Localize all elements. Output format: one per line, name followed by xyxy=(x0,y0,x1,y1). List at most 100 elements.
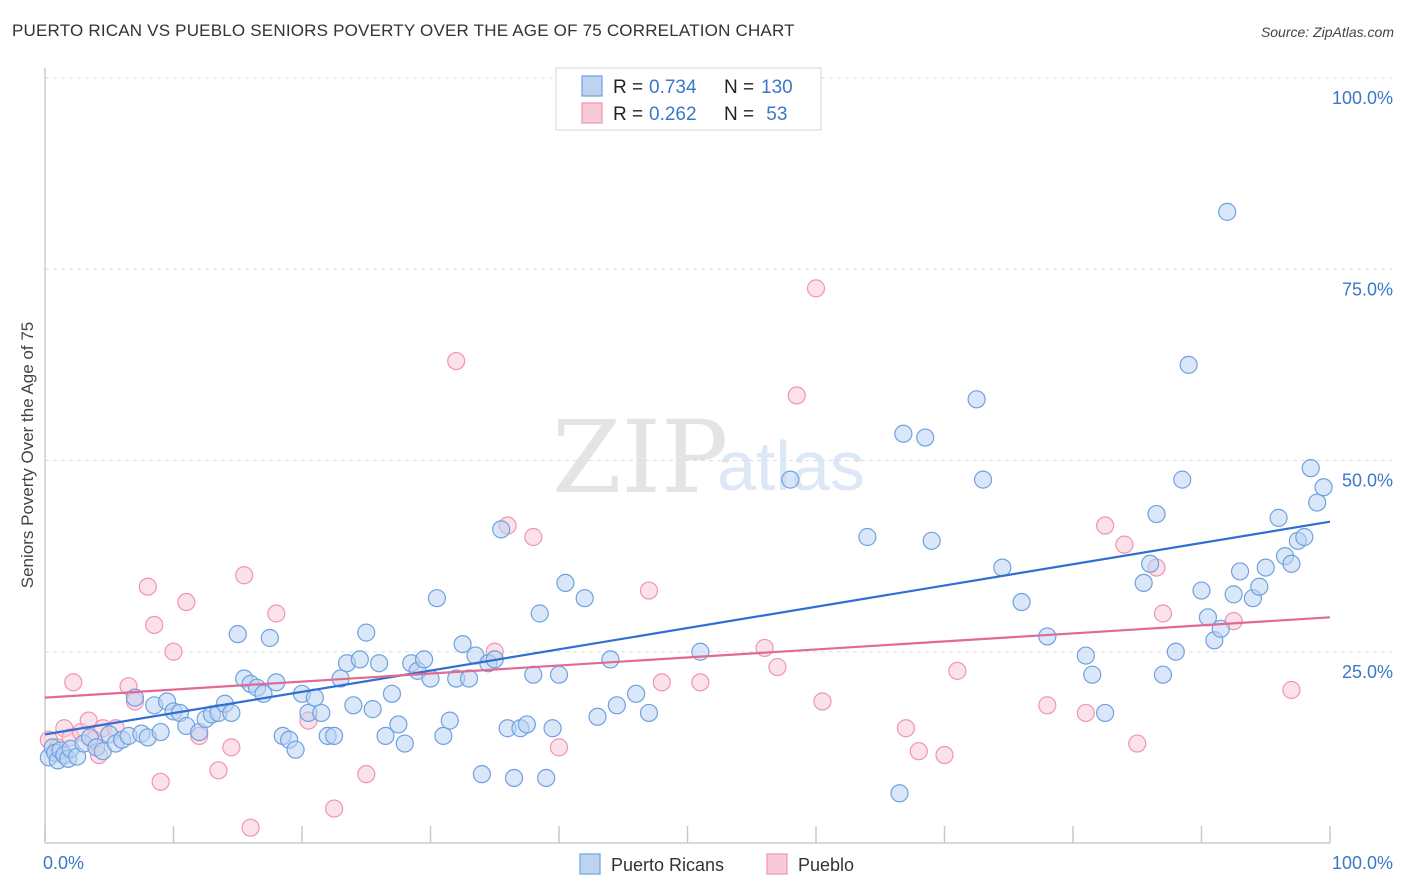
puerto-ricans-point xyxy=(1218,202,1237,221)
pueblo-point xyxy=(768,657,787,677)
pueblo-point xyxy=(235,566,254,585)
pueblo-point xyxy=(151,772,170,791)
pueblo-point xyxy=(357,765,376,784)
legend-r-value-1: 0.262 xyxy=(649,104,697,125)
puerto-ricans-point xyxy=(626,684,646,703)
puerto-ricans-point xyxy=(222,703,241,723)
puerto-ricans-point xyxy=(1224,585,1243,604)
puerto-ricans-point xyxy=(524,665,543,684)
puerto-ricans-point xyxy=(858,527,877,547)
y-tick-label-100: 100.0% xyxy=(1332,88,1393,108)
puerto-ricans-point xyxy=(1308,493,1327,512)
puerto-ricans-point xyxy=(1173,470,1192,489)
puerto-ricans-point xyxy=(601,650,620,669)
pueblo-point xyxy=(447,351,466,371)
trend-line-puerto-ricans xyxy=(44,520,1331,736)
puerto-ricans-point xyxy=(1166,642,1185,661)
puerto-ricans-point xyxy=(894,424,913,443)
watermark-atlas: atlas xyxy=(717,427,865,505)
puerto-ricans-point xyxy=(549,665,569,684)
puerto-ricans-point xyxy=(376,726,395,746)
puerto-ricans-point xyxy=(973,470,993,489)
legend-r-label-0: R = xyxy=(613,77,643,98)
pueblo-point xyxy=(267,604,286,623)
pueblo-point xyxy=(1153,604,1173,623)
source-label: Source: ZipAtlas.com xyxy=(1260,24,1394,40)
puerto-ricans-point xyxy=(639,703,659,723)
watermark-zip: ZIP xyxy=(552,399,728,516)
pueblo-point xyxy=(935,745,954,765)
puerto-ricans-point xyxy=(916,428,935,447)
puerto-ricans-point xyxy=(543,719,562,738)
pueblo-point xyxy=(1076,703,1095,723)
puerto-ricans-point xyxy=(588,707,607,726)
puerto-ricans-point xyxy=(1140,554,1160,573)
puerto-ricans-point xyxy=(1096,703,1115,723)
puerto-ricans-point xyxy=(228,625,247,644)
legend-r-value-0: 0.734 xyxy=(649,77,697,98)
legend-swatch-puerto-ricans xyxy=(581,75,603,97)
legend-n-value-1: 53 xyxy=(761,104,787,125)
legend-n-value-0: 130 xyxy=(761,77,793,98)
puerto-ricans-point xyxy=(395,734,414,753)
x-tick-label-max: 100.0% xyxy=(1332,853,1393,873)
trend-line-pueblo xyxy=(44,616,1331,699)
pueblo-point xyxy=(549,738,569,757)
pueblo-point xyxy=(145,615,164,635)
puerto-ricans-point xyxy=(1250,577,1269,596)
puerto-ricans-point xyxy=(575,589,594,608)
pueblo-point xyxy=(222,738,241,757)
pueblo-point xyxy=(325,799,344,818)
puerto-ricans-point xyxy=(453,634,472,654)
puerto-ricans-point xyxy=(890,784,909,803)
pueblo-point xyxy=(1115,535,1134,554)
puerto-ricans-point xyxy=(1179,355,1198,374)
puerto-ricans-point xyxy=(459,669,479,688)
x-tick-label-min: 0.0% xyxy=(43,853,84,873)
pueblo-point xyxy=(813,692,832,711)
bottom-legend-swatch-puerto-ricans xyxy=(579,853,601,875)
puerto-ricans-point xyxy=(1153,665,1173,684)
puerto-ricans-point xyxy=(357,623,376,642)
bottom-legend-label-pueblo: Pueblo xyxy=(798,855,854,875)
puerto-ricans-point xyxy=(993,558,1012,577)
pueblo-point xyxy=(241,818,260,837)
pueblo-point xyxy=(896,719,916,738)
puerto-ricans-point xyxy=(472,765,491,784)
puerto-ricans-point xyxy=(434,726,453,746)
pueblo-point xyxy=(1096,516,1115,535)
puerto-ricans-point xyxy=(389,715,408,734)
puerto-ricans-point xyxy=(350,650,369,669)
puerto-ricans-point xyxy=(125,688,145,707)
pueblo-point xyxy=(691,673,710,692)
puerto-ricans-point xyxy=(1301,459,1320,478)
puerto-ricans-point xyxy=(414,650,434,669)
pueblo-point xyxy=(524,527,543,547)
puerto-ricans-point xyxy=(1230,562,1250,581)
puerto-ricans-point xyxy=(286,740,305,759)
puerto-ricans-point xyxy=(967,390,986,409)
puerto-ricans-point xyxy=(1282,554,1301,573)
legend-box: R = 0.734 N = 130 R = 0.262 N = 53 xyxy=(555,67,822,131)
pueblo-point xyxy=(64,673,83,692)
puerto-ricans-point xyxy=(922,531,941,550)
puerto-ricans-point xyxy=(1076,646,1095,665)
puerto-ricans-point xyxy=(556,573,575,593)
pueblo-point xyxy=(909,742,928,761)
bottom-legend: Puerto Ricans Pueblo xyxy=(579,853,854,875)
puerto-ricans-point xyxy=(427,589,447,608)
bottom-legend-swatch-pueblo xyxy=(766,853,788,875)
legend-n-label-0: N = xyxy=(724,77,754,98)
puerto-ricans-point xyxy=(1012,592,1031,612)
y-axis-title: Seniors Poverty Over the Age of 75 xyxy=(18,322,37,588)
puerto-ricans-point xyxy=(1147,504,1166,524)
legend-swatch-pueblo xyxy=(581,102,603,124)
puerto-ricans-point xyxy=(151,722,170,742)
pueblo-point xyxy=(1128,734,1147,753)
pueblo-point xyxy=(1038,696,1057,715)
y-tick-label-25: 25.0% xyxy=(1342,662,1393,682)
puerto-ricans-point xyxy=(1256,558,1275,577)
y-tick-label-75: 75.0% xyxy=(1342,279,1393,299)
puerto-ricans-point xyxy=(1295,527,1314,547)
